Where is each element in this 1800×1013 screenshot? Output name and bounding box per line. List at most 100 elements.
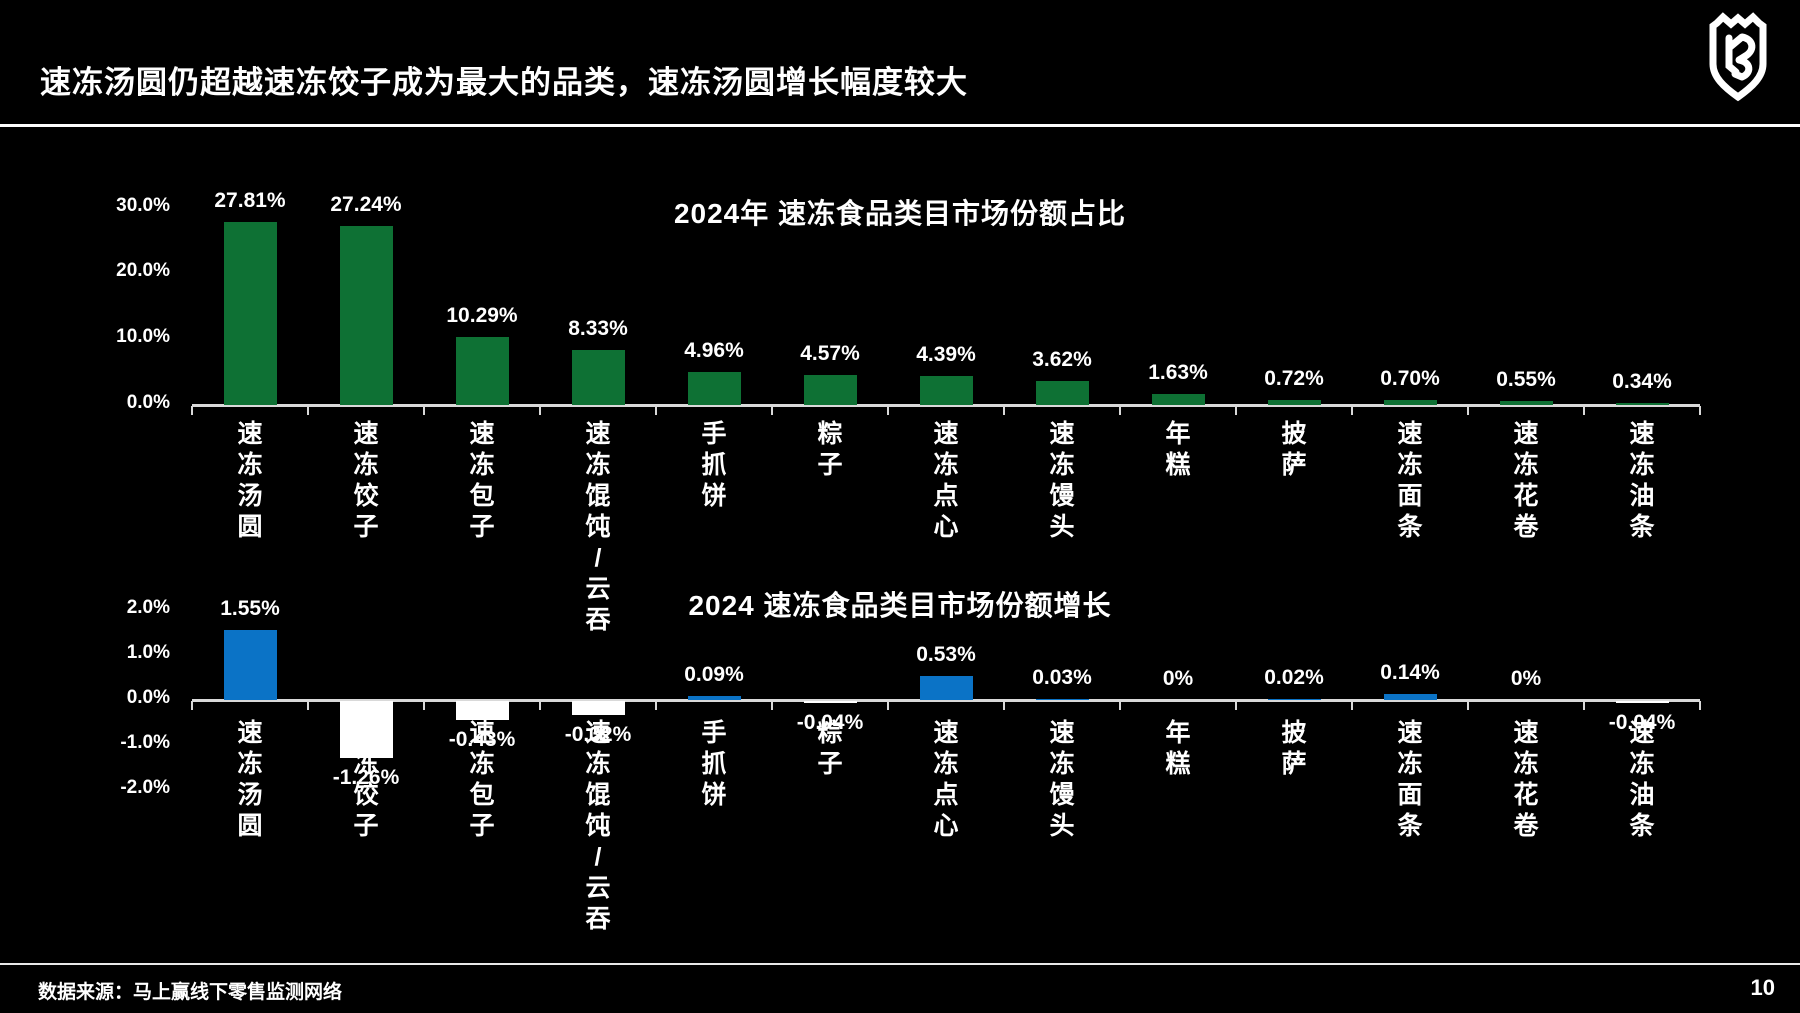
category-char: 速 — [237, 420, 263, 448]
category-char: 条 — [1629, 812, 1655, 840]
x-axis-tick — [307, 701, 309, 710]
x-axis-tick — [1699, 701, 1701, 710]
category-char: 冻 — [585, 750, 611, 778]
value-label: 0.70% — [1380, 367, 1440, 391]
category-label: 披萨 — [1278, 419, 1310, 481]
page-number: 10 — [1750, 975, 1775, 1000]
x-axis-tick — [1235, 701, 1237, 710]
category-label: 速冻汤圆 — [234, 718, 266, 842]
category-char: 花 — [1513, 482, 1539, 510]
value-label: -1.26% — [332, 765, 400, 789]
category-char: 卷 — [1513, 812, 1539, 840]
bar — [803, 701, 857, 703]
x-axis-tick — [771, 406, 773, 415]
x-axis-tick — [1351, 406, 1353, 415]
category-label: 速冻汤圆 — [234, 419, 266, 543]
x-axis-tick — [887, 406, 889, 415]
category-char: 头 — [1049, 812, 1075, 840]
value-label: 0% — [1162, 667, 1194, 690]
category-char: 速 — [1629, 719, 1655, 747]
y-tick-label: -2.0% — [120, 777, 170, 798]
header-divider — [0, 124, 1800, 127]
x-axis-tick — [1119, 406, 1121, 415]
category-char: 面 — [1397, 482, 1423, 510]
bar — [1383, 693, 1437, 700]
value-label: 0.53% — [916, 643, 976, 667]
category-char: 冻 — [1629, 451, 1655, 479]
category-char: 冻 — [585, 451, 611, 479]
category-char: 圆 — [237, 513, 263, 541]
x-axis-tick — [655, 701, 657, 710]
category-char: 馒 — [1049, 781, 1075, 809]
category-label: 速冻馄饨 / 云吞 — [582, 419, 614, 636]
category-label: 粽子 — [814, 419, 846, 481]
data-source-note: 数据来源：马上赢线下零售监测网络 — [38, 982, 343, 1003]
value-label: 27.81% — [214, 189, 286, 212]
category-char: 卷 — [1513, 513, 1539, 541]
x-axis-tick — [1583, 406, 1585, 415]
value-label: 1.63% — [1148, 361, 1208, 385]
category-char: 点 — [933, 781, 959, 809]
x-axis-tick — [1003, 406, 1005, 415]
category-char: 速 — [1629, 420, 1655, 448]
bar — [455, 337, 509, 405]
category-char: 冻 — [1049, 451, 1075, 479]
category-char: 年 — [1165, 420, 1191, 448]
category-label: 速冻花卷 — [1510, 419, 1542, 543]
y-tick-label: 10.0% — [116, 326, 170, 348]
category-char: 子 — [469, 513, 495, 541]
category-char: 油 — [1629, 482, 1655, 510]
value-label: 0.72% — [1264, 367, 1324, 391]
category-char: 汤 — [237, 781, 263, 809]
category-char: 馄 — [585, 482, 611, 510]
category-char: 手 — [701, 420, 727, 448]
category-char: 馒 — [1049, 482, 1075, 510]
category-char: 饼 — [701, 781, 727, 809]
category-char: / — [594, 544, 602, 572]
category-char: 速 — [585, 719, 611, 747]
category-char: 冻 — [933, 451, 959, 479]
value-label: -0.32% — [564, 723, 632, 747]
value-label: 1.55% — [220, 597, 280, 621]
category-char: 冻 — [469, 451, 495, 479]
category-char: 子 — [817, 750, 843, 778]
x-axis-tick — [771, 701, 773, 710]
x-axis-tick — [1583, 701, 1585, 710]
category-char: 条 — [1397, 812, 1423, 840]
footer-divider — [0, 963, 1800, 965]
shield-crown-logo — [1708, 12, 1768, 102]
category-char: 吞 — [585, 905, 611, 933]
bar — [919, 676, 973, 700]
category-label: 速冻面条 — [1394, 718, 1426, 842]
value-label: 4.57% — [800, 341, 860, 365]
category-char: 花 — [1513, 781, 1539, 809]
bar — [687, 372, 741, 405]
category-char: / — [594, 843, 602, 871]
x-axis-line — [192, 699, 1700, 702]
x-axis-tick — [307, 406, 309, 415]
category-char: 粽 — [817, 719, 843, 747]
category-char: 手 — [701, 719, 727, 747]
category-char: 馄 — [585, 781, 611, 809]
x-axis-tick — [655, 406, 657, 415]
category-char: 饨 — [585, 513, 611, 541]
category-char: 抓 — [701, 451, 727, 479]
bar — [1499, 401, 1553, 405]
category-label: 手抓饼 — [698, 718, 730, 811]
category-char: 圆 — [237, 812, 263, 840]
x-axis-tick — [1699, 406, 1701, 415]
value-label: 27.24% — [330, 192, 402, 216]
category-label: 披萨 — [1278, 718, 1310, 780]
category-char: 速 — [585, 420, 611, 448]
bar — [1035, 698, 1089, 700]
bar — [223, 222, 277, 405]
chart-title-share: 2024年 速冻食品类目市场份额占比 — [673, 198, 1127, 229]
category-char: 粽 — [817, 420, 843, 448]
category-char: 速 — [353, 719, 379, 747]
y-tick-label: 0.0% — [126, 392, 170, 413]
x-axis-tick — [1003, 701, 1005, 710]
category-char: 冻 — [1513, 451, 1539, 479]
category-label: 速冻包子 — [466, 718, 498, 842]
